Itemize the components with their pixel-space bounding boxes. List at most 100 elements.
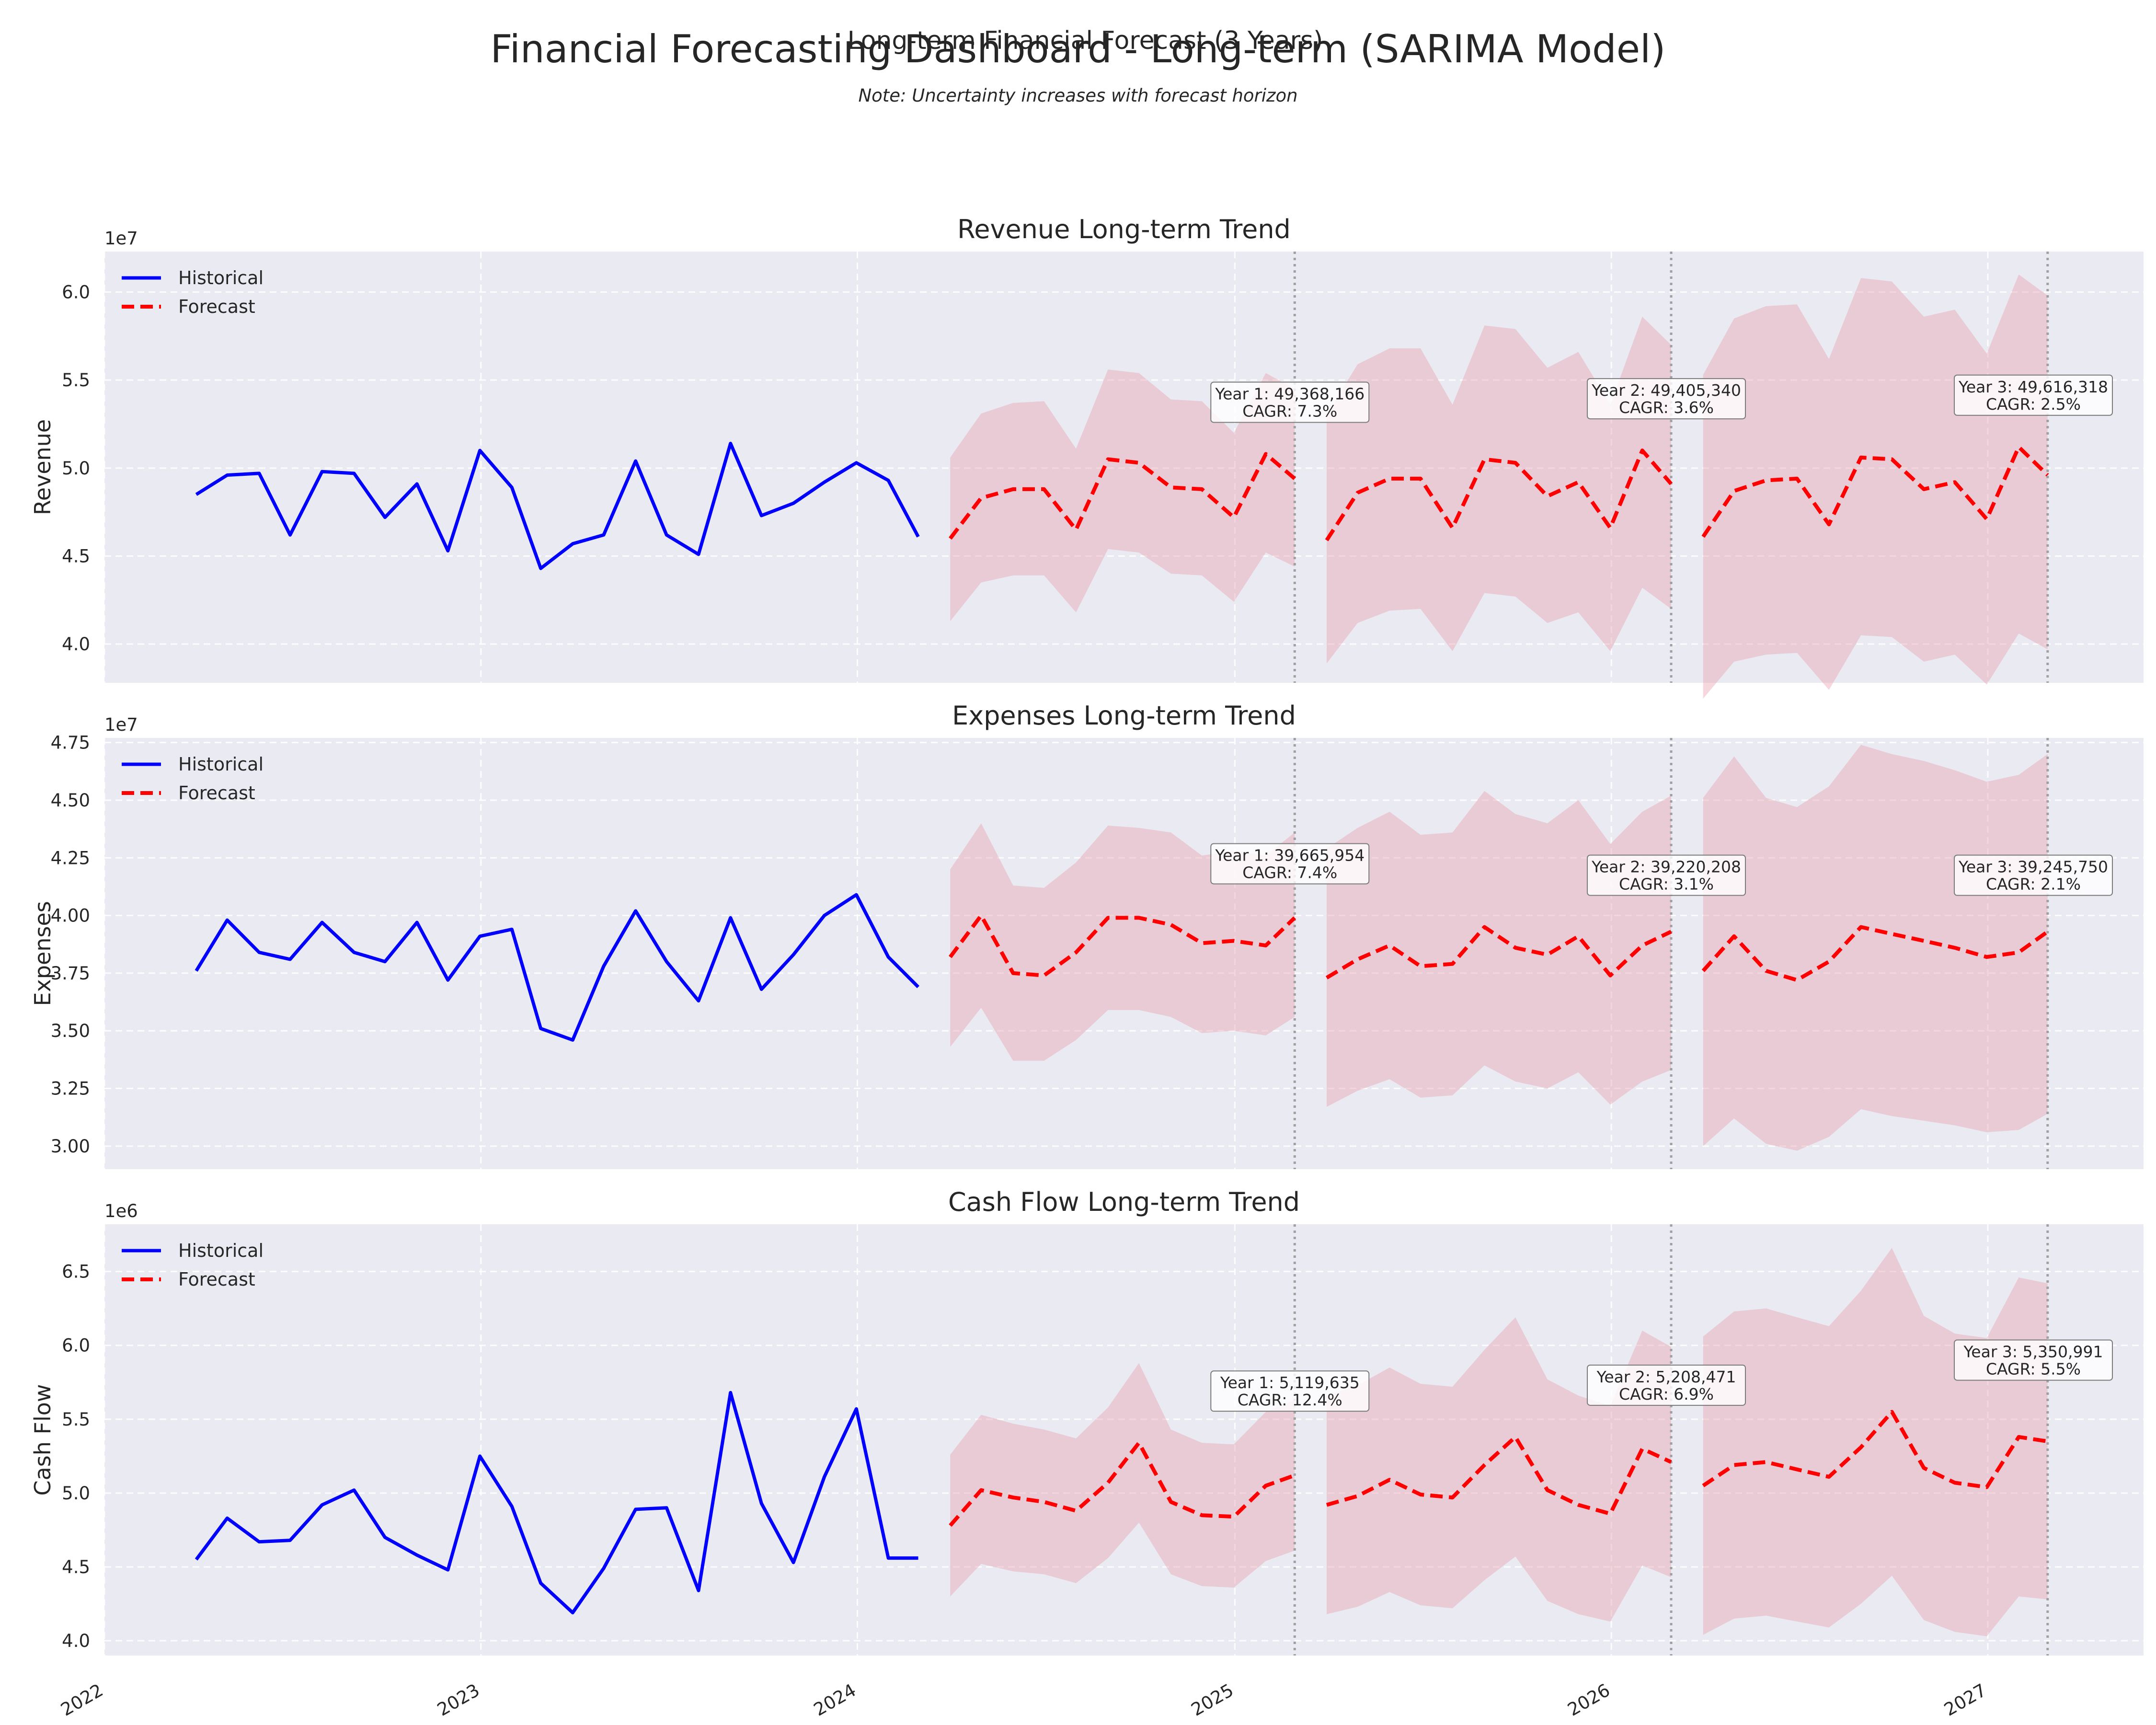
annotation-box: [1210, 381, 1370, 423]
overlap-title: Long-term Financial Forecast (3 Years): [848, 26, 1323, 55]
y-tick-label: 6.0: [62, 282, 90, 302]
historical-series-line: [195, 441, 920, 570]
annotation-cagr: CAGR: 6.9%: [1619, 1385, 1714, 1403]
legend-historical-label: Historical: [178, 1240, 264, 1261]
y-axis-label: Expenses: [30, 901, 56, 1006]
confidence-band: [1327, 316, 1672, 664]
y-tick-label: 4.0: [62, 1631, 90, 1651]
forecast-series-line: [1325, 448, 1673, 541]
confidence-band: [1327, 791, 1672, 1107]
annotation-year-value: Year 1: 49,368,166: [1215, 384, 1365, 403]
annotation-year-value: Year 2: 49,405,340: [1591, 381, 1741, 400]
forecast-series-line: [1326, 1435, 1672, 1516]
legend-historical-label: Historical: [178, 267, 264, 288]
forecast-series-line: [1701, 925, 2049, 982]
chart-title: Revenue Long-term Trend: [957, 214, 1291, 244]
y-tick-label: 5.0: [62, 1483, 90, 1504]
annotation-year-value: Year 1: 5,119,635: [1220, 1373, 1360, 1392]
annotation-box: [1210, 843, 1370, 885]
y-tick-label: 4.25: [51, 848, 90, 868]
y-axis-label: Cash Flow: [30, 1384, 56, 1495]
y-axis-exponent: 1e7: [104, 228, 138, 249]
forecast-series-line: [949, 1441, 1296, 1527]
chart-title: Expenses Long-term Trend: [952, 701, 1296, 731]
plot-area: [104, 252, 2144, 683]
annotation-cagr: CAGR: 7.4%: [1242, 863, 1337, 882]
forecast-series-line: [949, 913, 1296, 978]
confidence-band: [1703, 745, 2048, 1151]
y-tick-label: 4.50: [51, 790, 90, 811]
legend-forecast-label: Forecast: [178, 782, 255, 804]
plot-area: [104, 738, 2144, 1169]
annotation-year-value: Year 3: 5,350,991: [1963, 1342, 2103, 1361]
y-tick-label: 5.0: [62, 458, 90, 479]
uncertainty-note: Note: Uncertainty increases with forecas…: [858, 85, 1297, 106]
annotation-cagr: CAGR: 2.1%: [1986, 875, 2081, 894]
annotation-box: [1587, 378, 1746, 420]
y-axis-exponent: 1e6: [104, 1201, 138, 1221]
y-tick-label: 3.50: [51, 1021, 90, 1041]
annotation-box: [1954, 374, 2113, 416]
y-tick-label: 4.75: [51, 733, 90, 753]
annotation-cagr: CAGR: 3.1%: [1619, 875, 1714, 894]
confidence-band: [950, 369, 1295, 621]
historical-series-line: [195, 1391, 918, 1615]
annotation-year-value: Year 2: 5,208,471: [1596, 1368, 1736, 1386]
annotation-year-value: Year 3: 39,245,750: [1958, 858, 2108, 876]
legend: Historical Forecast: [122, 754, 264, 804]
legend-forecast-label: Forecast: [178, 296, 255, 317]
annotation-cagr: CAGR: 12.4%: [1238, 1391, 1342, 1409]
annotation-cagr: CAGR: 2.5%: [1986, 395, 2081, 414]
y-tick-label: 4.00: [51, 906, 90, 926]
confidence-band: [1327, 1317, 1672, 1622]
plot-area: [104, 1224, 2144, 1656]
y-tick-label: 4.5: [62, 546, 90, 567]
y-axis-label: Revenue: [30, 419, 56, 515]
y-tick-label: 6.5: [62, 1262, 90, 1282]
annotation-year-value: Year 1: 39,665,954: [1215, 846, 1365, 865]
annotation-year-value: Year 3: 49,616,318: [1958, 378, 2108, 396]
y-tick-label: 3.75: [51, 963, 90, 984]
y-tick-label: 4.5: [62, 1557, 90, 1577]
y-tick-label: 6.0: [62, 1335, 90, 1356]
annotation-box: [1210, 1370, 1370, 1412]
annotation-box: [1954, 854, 2113, 896]
y-tick-label: 4.0: [62, 634, 90, 655]
annotation-year-value: Year 2: 39,220,208: [1591, 858, 1741, 876]
annotation-box: [1954, 1339, 2113, 1381]
annotation-box: [1587, 1364, 1746, 1406]
y-tick-label: 5.5: [62, 1409, 90, 1430]
legend: Historical Forecast: [122, 267, 264, 317]
forecast-series-line: [1702, 1410, 2048, 1489]
y-tick-label: 3.00: [51, 1136, 90, 1157]
historical-series-line: [195, 893, 920, 1042]
annotation-cagr: CAGR: 7.3%: [1242, 402, 1337, 420]
y-tick-label: 3.25: [51, 1079, 90, 1099]
confidence-band: [1703, 274, 2048, 699]
legend: Historical Forecast: [122, 1240, 264, 1290]
legend-forecast-label: Forecast: [178, 1269, 255, 1290]
legend-historical-label: Historical: [178, 754, 264, 775]
y-axis-exponent: 1e7: [104, 714, 138, 735]
confidence-band: [950, 1363, 1295, 1597]
confidence-band: [950, 823, 1295, 1061]
annotation-cagr: CAGR: 3.6%: [1619, 398, 1714, 417]
forecast-series-line: [1325, 925, 1672, 979]
annotation-cagr: CAGR: 5.5%: [1986, 1359, 2081, 1378]
forecast-series-line: [1701, 445, 2049, 538]
annotation-box: [1587, 854, 1746, 896]
chart-title: Cash Flow Long-term Trend: [948, 1187, 1300, 1217]
